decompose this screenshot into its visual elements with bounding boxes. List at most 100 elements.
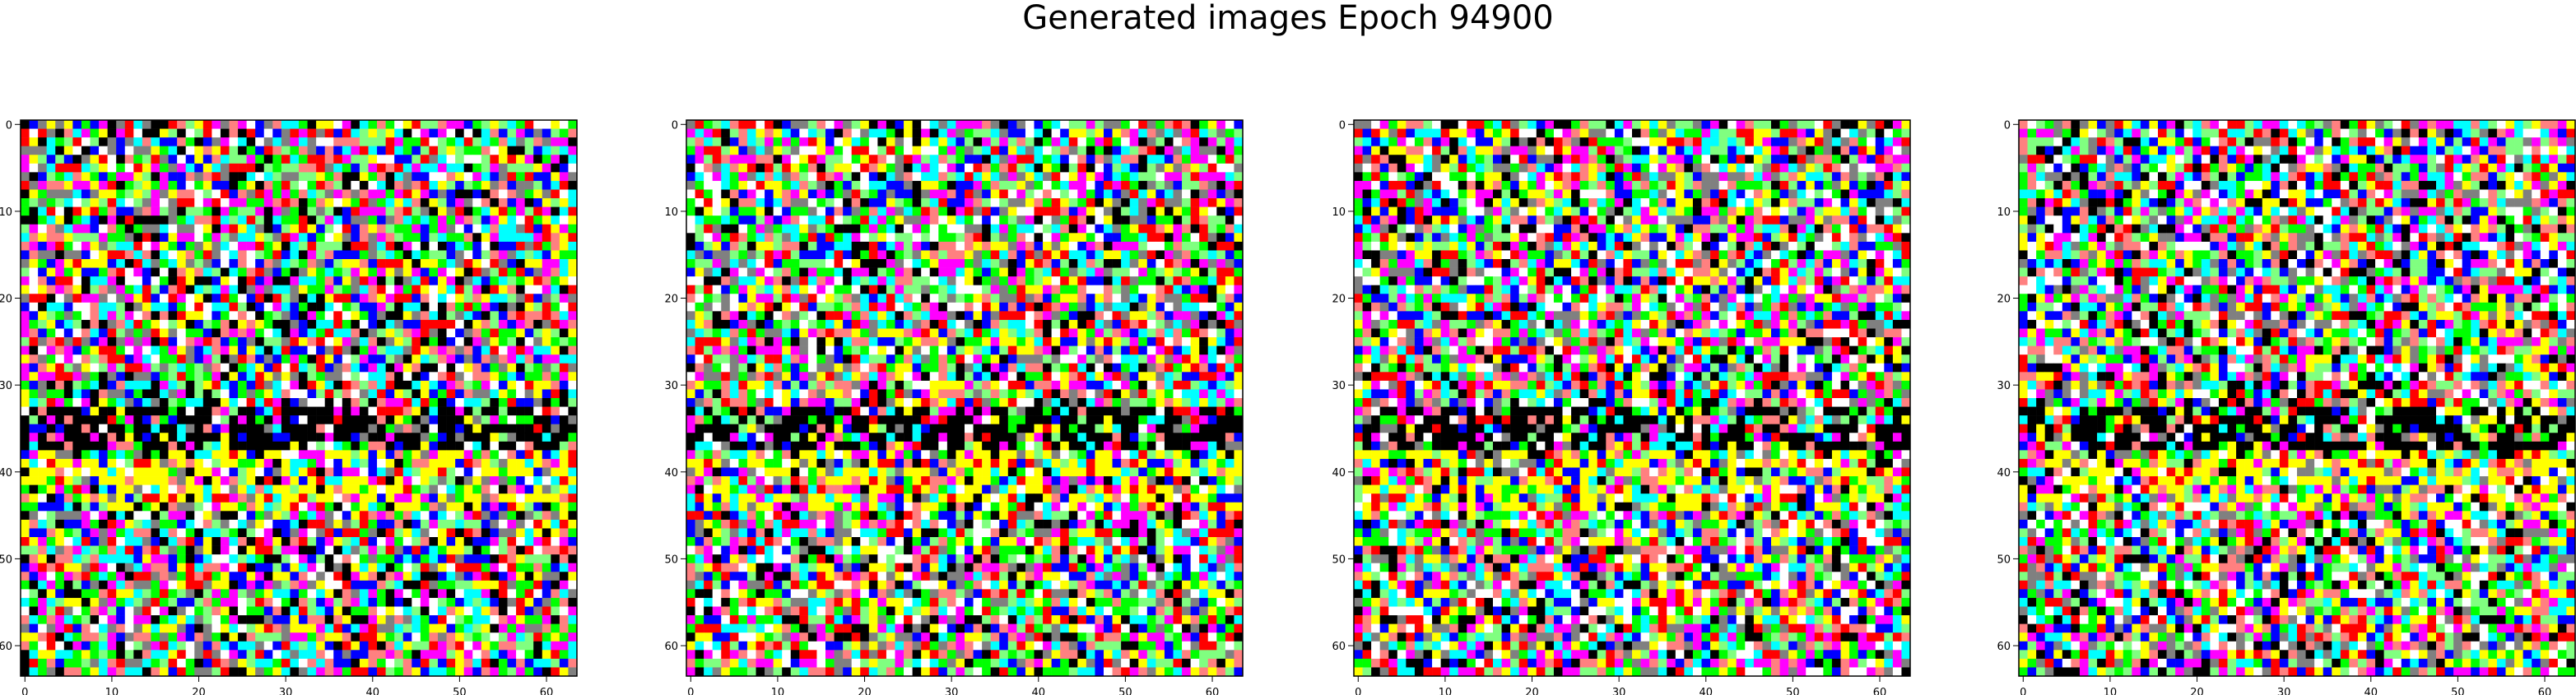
pixel-cell xyxy=(342,597,351,607)
pixel-cell xyxy=(142,354,151,364)
pixel-cell xyxy=(21,354,30,364)
pixel-cell xyxy=(1138,180,1148,190)
pixel-cell xyxy=(385,337,395,346)
pixel-cell xyxy=(72,450,82,460)
pixel-cell xyxy=(72,398,82,407)
pixel-cell xyxy=(316,155,325,164)
x-tick-label: 0 xyxy=(21,687,28,695)
pixel-cell xyxy=(81,328,91,338)
pixel-cell xyxy=(202,128,212,138)
pixel-cell xyxy=(507,554,517,563)
pixel-cell xyxy=(377,502,386,512)
pixel-cell xyxy=(472,406,482,416)
pixel-cell xyxy=(568,189,578,199)
pixel-cell xyxy=(551,146,560,155)
pixel-cell xyxy=(472,545,482,555)
pixel-cell xyxy=(1060,172,1070,182)
pixel-cell xyxy=(142,311,151,321)
pixel-cell xyxy=(124,337,134,346)
pixel-cell xyxy=(63,267,73,277)
pixel-cell xyxy=(359,545,369,555)
pixel-cell xyxy=(63,189,73,199)
pixel-cell xyxy=(551,311,560,321)
pixel-cell xyxy=(202,519,212,529)
pixel-cell xyxy=(29,450,39,460)
pixel-cell xyxy=(238,415,247,424)
pixel-cell xyxy=(912,198,922,207)
pixel-cell xyxy=(533,476,543,485)
pixel-cell xyxy=(1138,163,1148,173)
pixel-cell xyxy=(481,641,491,651)
pixel-cell xyxy=(377,650,386,660)
pixel-cell xyxy=(1164,180,1174,190)
pixel-cell xyxy=(377,615,386,624)
pixel-cell xyxy=(825,155,835,164)
pixel-cell xyxy=(229,441,239,451)
pixel-cell xyxy=(194,146,204,155)
pixel-cell xyxy=(168,215,178,225)
pixel-cell xyxy=(368,294,378,303)
pixel-cell xyxy=(816,224,826,234)
pixel-cell xyxy=(299,120,308,129)
pixel-cell xyxy=(877,233,887,243)
pixel-cell xyxy=(507,658,517,668)
pixel-cell xyxy=(524,354,534,364)
pixel-cell xyxy=(55,206,65,216)
pixel-cell xyxy=(420,623,430,633)
pixel-cell xyxy=(220,389,230,399)
pixel-cell xyxy=(1095,146,1104,155)
pixel-cell xyxy=(481,667,491,677)
pixel-cell xyxy=(63,319,73,329)
pixel-cell xyxy=(438,241,447,251)
pixel-cell xyxy=(229,302,239,312)
pixel-cell xyxy=(420,233,430,243)
pixel-cell xyxy=(402,198,412,207)
pixel-cell xyxy=(255,363,265,373)
pixel-cell xyxy=(202,180,212,190)
pixel-cell xyxy=(38,354,47,364)
pixel-cell xyxy=(307,458,317,468)
pixel-cell xyxy=(124,137,134,146)
pixel-cell xyxy=(151,180,160,190)
pixel-cell xyxy=(299,554,308,563)
pixel-cell xyxy=(281,484,291,494)
pixel-cell xyxy=(446,641,456,651)
pixel-cell xyxy=(394,137,404,146)
pixel-cell xyxy=(133,641,143,651)
pixel-cell xyxy=(394,641,404,651)
pixel-cell xyxy=(377,206,386,216)
pixel-cell xyxy=(72,345,82,355)
pixel-cell xyxy=(498,650,508,660)
pixel-cell xyxy=(516,389,525,399)
pixel-cell xyxy=(377,163,386,173)
pixel-cell xyxy=(551,380,560,390)
pixel-cell xyxy=(394,206,404,216)
pixel-cell xyxy=(116,206,126,216)
pixel-cell xyxy=(63,641,73,651)
pixel-cell xyxy=(46,250,56,260)
pixel-cell xyxy=(160,476,169,485)
pixel-cell xyxy=(438,641,447,651)
pixel-cell xyxy=(1225,189,1235,199)
pixel-cell xyxy=(81,406,91,416)
pixel-cell xyxy=(507,528,517,538)
pixel-cell xyxy=(290,667,300,677)
pixel-cell xyxy=(307,476,317,485)
pixel-cell xyxy=(568,441,578,451)
pixel-cell xyxy=(90,233,100,243)
pixel-cell xyxy=(90,476,100,485)
pixel-cell xyxy=(272,476,282,485)
pixel-cell xyxy=(834,137,844,146)
pixel-cell xyxy=(412,172,421,182)
pixel-cell xyxy=(394,233,404,243)
pixel-cell xyxy=(1095,155,1104,164)
pixel-cell xyxy=(212,493,221,503)
pixel-cell xyxy=(185,589,195,599)
pixel-cell xyxy=(472,615,482,624)
pixel-cell xyxy=(316,233,325,243)
pixel-cell xyxy=(359,615,369,624)
pixel-cell xyxy=(568,589,578,599)
pixel-cell xyxy=(202,155,212,164)
pixel-cell xyxy=(151,415,160,424)
pixel-cell xyxy=(324,198,334,207)
